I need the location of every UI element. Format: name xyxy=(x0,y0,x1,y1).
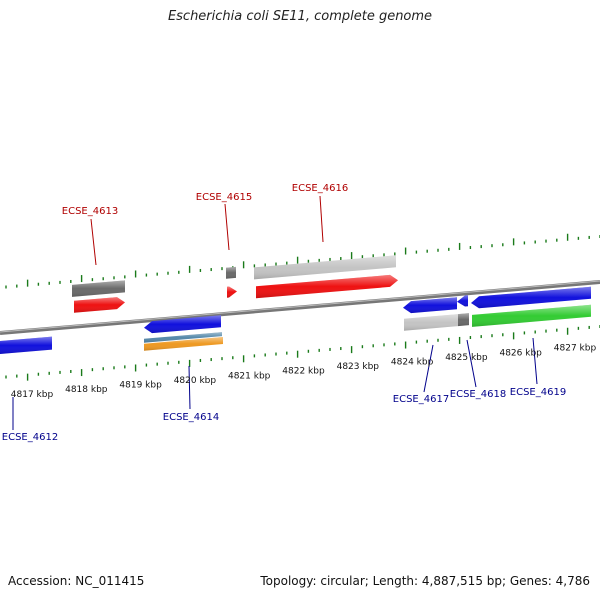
ecse-4613-cds-box-shade xyxy=(72,280,125,297)
ecse-4614-misc-box-shade xyxy=(144,337,223,351)
ruler-label: 4827 kbp xyxy=(554,344,597,354)
gene-label: ECSE_4618 xyxy=(450,389,506,400)
gene-label: ECSE_4612 xyxy=(2,432,58,443)
gene-leader-line xyxy=(466,339,477,388)
accession-label: Accession: NC_011415 xyxy=(8,574,145,588)
ruler-label: 4822 kbp xyxy=(282,367,325,377)
ruler-label: 4821 kbp xyxy=(228,371,271,381)
gene-features xyxy=(0,255,591,354)
gene-label: ECSE_4616 xyxy=(292,183,348,194)
ecse-4617-cds-box-shade xyxy=(404,314,458,331)
gene-leader-line xyxy=(319,195,324,243)
gene-label: ECSE_4614 xyxy=(163,412,219,423)
ecse-4615-gene-arrow-shade xyxy=(227,286,237,298)
ecse-4616-cds-box-shade xyxy=(254,255,396,280)
inner-tick-track xyxy=(5,325,600,381)
ecse-4613-gene-arrow-shade xyxy=(74,297,125,313)
gene-leader-line xyxy=(423,344,434,393)
ecse-4615-cds-box-shade xyxy=(226,266,236,279)
ecse-4619-cds-box-shade xyxy=(472,304,591,327)
ecse-4614-gene-arrow-shade xyxy=(144,315,221,334)
ecse-4612-gene-arrow-shade xyxy=(0,336,52,354)
gene-label: ECSE_4617 xyxy=(393,394,449,405)
ruler-label: 4818 kbp xyxy=(65,385,108,395)
ecse-4618-cds-box-shade xyxy=(458,313,469,327)
gene-leader-line xyxy=(90,218,97,266)
gene-label: ECSE_4615 xyxy=(196,192,252,203)
coordinate-ruler: 4817 kbp 4818 kbp 4819 kbp 4820 kbp 4821 kbp… xyxy=(11,344,597,400)
ruler-label: 4820 kbp xyxy=(174,376,217,386)
gene-leader-line xyxy=(188,365,191,410)
ecse-4614-cds-box-shade xyxy=(144,332,222,343)
backbone-highlight xyxy=(0,280,600,333)
ruler-label: 4819 kbp xyxy=(119,381,162,391)
ecse-4619-gene-arrow-shade xyxy=(471,286,591,309)
gene-labels: ECSE_4612 ECSE_4613 ECSE_4614 ECSE_4615 ECSE… xyxy=(2,183,566,443)
genome-summary: Topology: circular; Length: 4,887,515 bp… xyxy=(260,574,590,588)
backbone-line xyxy=(0,280,600,335)
gene-label: ECSE_4619 xyxy=(510,387,566,398)
gene-leader-line xyxy=(224,203,230,251)
ecse-4617-gene-arrow-shade xyxy=(403,297,457,314)
ecse-4616-gene-arrow-shade xyxy=(256,274,398,299)
ruler-label: 4823 kbp xyxy=(337,362,380,372)
gene-leader-line xyxy=(532,337,538,385)
ruler-label: 4824 kbp xyxy=(391,358,434,368)
ruler-label: 4817 kbp xyxy=(11,390,54,400)
ecse-4618-gene-arrow-shade xyxy=(457,295,468,307)
gene-label: ECSE_4613 xyxy=(62,206,118,217)
genome-backbone xyxy=(0,280,600,335)
ruler-label: 4825 kbp xyxy=(445,353,488,363)
map-title: Escherichia coli SE11, complete genome xyxy=(167,9,433,24)
ruler-label: 4826 kbp xyxy=(499,348,542,358)
